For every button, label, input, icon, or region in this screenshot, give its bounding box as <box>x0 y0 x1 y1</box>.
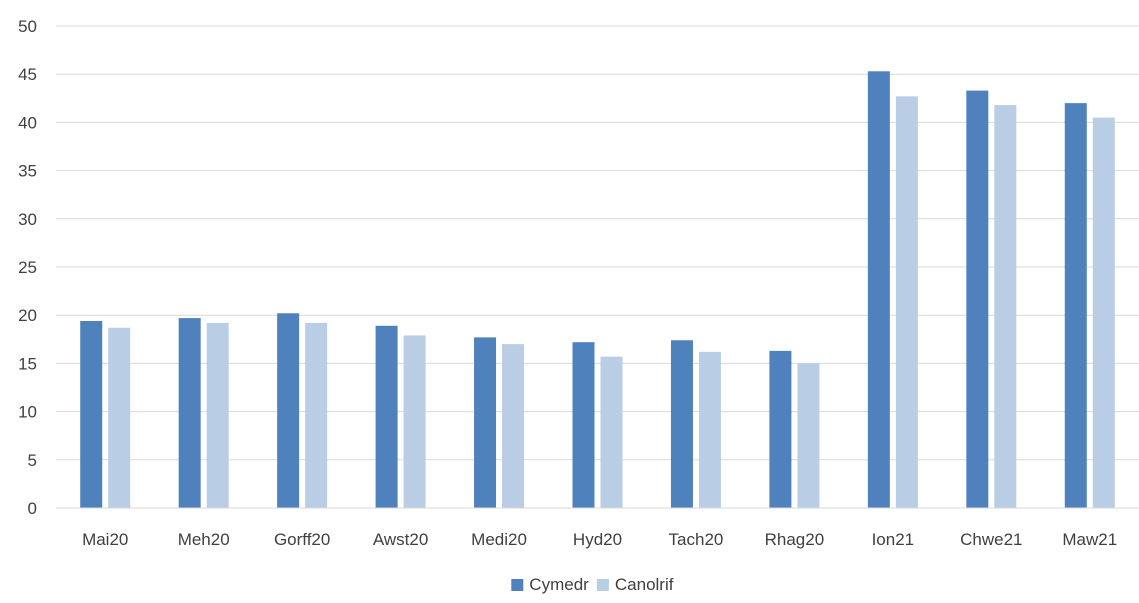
y-tick-label: 30 <box>18 210 37 229</box>
y-tick-label: 15 <box>18 354 37 373</box>
y-tick-label: 40 <box>18 113 37 132</box>
bar-cymedr-tach20 <box>670 340 693 508</box>
y-axis-tick-labels: 0 5 10 15 20 25 30 35 40 45 50 <box>18 17 37 518</box>
bar-canolrif-gorff20 <box>305 322 328 508</box>
legend-swatch <box>596 579 609 591</box>
bar-cymedr-medi20 <box>474 337 497 508</box>
x-tick-label: Mai20 <box>82 530 128 549</box>
x-axis-tick-labels: Mai20 Meh20 Gorff20 Awst20 Medi20 Hyd20 Tach20… <box>82 530 1117 549</box>
y-tick-label: 20 <box>18 306 37 325</box>
y-tick-label: 10 <box>18 403 37 422</box>
bar-cymedr-rhag20 <box>769 350 792 508</box>
x-tick-label: Tach20 <box>669 530 724 549</box>
bars <box>80 71 1115 509</box>
legend-item-canolrif: Canolrif <box>596 575 674 594</box>
bar-canolrif-maw21 <box>1092 117 1115 508</box>
legend: Cymedr Canolrif <box>511 575 674 594</box>
bar-canolrif-hyd20 <box>600 356 623 508</box>
x-tick-label: Chwe21 <box>960 530 1022 549</box>
bar-cymedr-chwe21 <box>966 90 989 508</box>
bar-cymedr-maw21 <box>1064 103 1087 509</box>
y-tick-label: 25 <box>18 258 37 277</box>
bar-canolrif-meh20 <box>206 322 229 508</box>
bar-cymedr-gorff20 <box>277 313 300 508</box>
bar-cymedr-mai20 <box>80 320 103 508</box>
legend-item-cymedr: Cymedr <box>511 575 589 594</box>
bar-cymedr-meh20 <box>178 318 201 508</box>
x-tick-label: Awst20 <box>373 530 428 549</box>
bar-cymedr-ion21 <box>867 71 890 509</box>
x-tick-label: Medi20 <box>471 530 527 549</box>
bar-canolrif-ion21 <box>895 96 918 508</box>
bar-canolrif-awst20 <box>403 335 426 508</box>
x-tick-label: Hyd20 <box>573 530 622 549</box>
bar-canolrif-chwe21 <box>994 105 1017 508</box>
bar-canolrif-mai20 <box>108 327 131 508</box>
bar-canolrif-medi20 <box>502 344 525 508</box>
x-tick-label: Ion21 <box>872 530 915 549</box>
y-tick-label: 35 <box>18 162 37 181</box>
gridlines <box>56 25 1139 461</box>
legend-label: Canolrif <box>615 575 674 594</box>
bar-canolrif-tach20 <box>698 351 721 508</box>
bar-cymedr-hyd20 <box>572 342 595 508</box>
x-tick-label: Meh20 <box>178 530 230 549</box>
bar-cymedr-awst20 <box>375 325 398 508</box>
y-tick-label: 45 <box>18 65 37 84</box>
bar-canolrif-rhag20 <box>797 363 820 508</box>
y-tick-label: 50 <box>18 17 37 36</box>
x-tick-label: Maw21 <box>1062 530 1117 549</box>
y-tick-label: 0 <box>28 499 37 518</box>
x-tick-label: Rhag20 <box>765 530 825 549</box>
x-tick-label: Gorff20 <box>274 530 330 549</box>
y-tick-label: 5 <box>28 451 37 470</box>
legend-swatch <box>511 579 524 591</box>
legend-label: Cymedr <box>529 575 589 594</box>
